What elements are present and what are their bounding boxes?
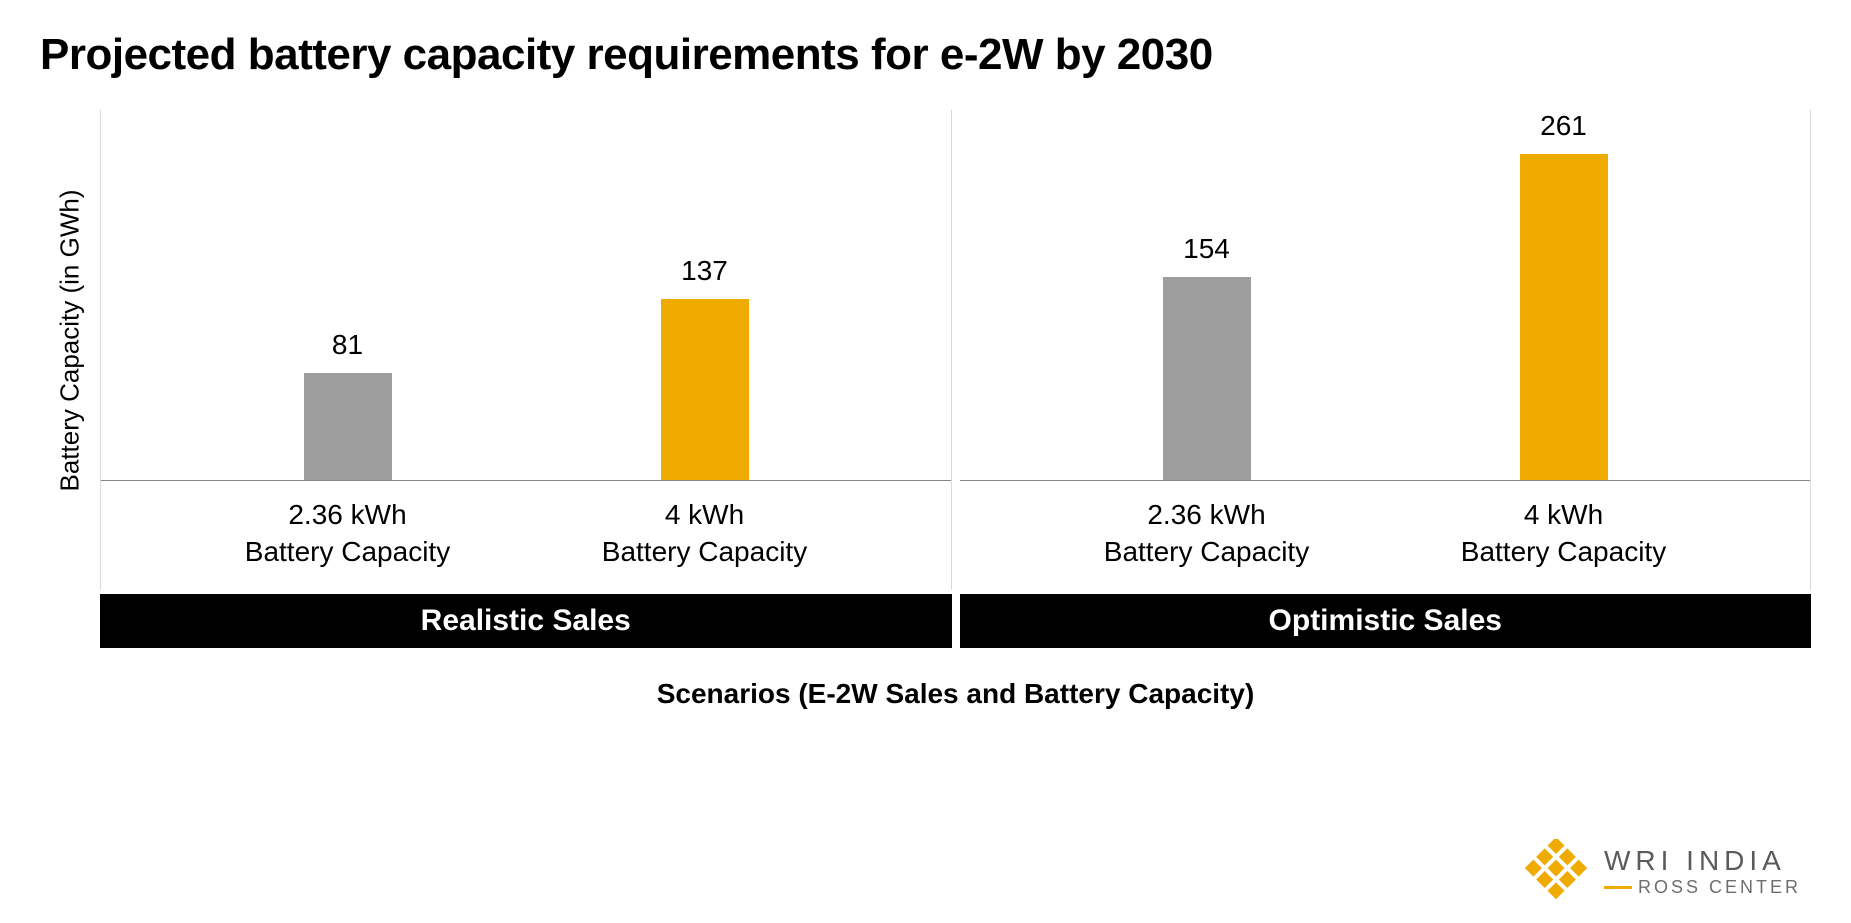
cat-line1: 4 kWh bbox=[665, 499, 744, 530]
group-label-optimistic: Optimistic Sales bbox=[960, 594, 1812, 648]
cat-line2: Battery Capacity bbox=[245, 536, 450, 567]
cat-line1: 4 kWh bbox=[1524, 499, 1603, 530]
logo-main-text: WRI INDIA bbox=[1604, 845, 1786, 877]
cat-line2: Battery Capacity bbox=[602, 536, 807, 567]
cat-line1: 2.36 kWh bbox=[1147, 499, 1265, 530]
bars-area: 154 261 bbox=[960, 110, 1810, 481]
logo-dash-icon bbox=[1604, 886, 1632, 889]
cat-line2: Battery Capacity bbox=[1461, 536, 1666, 567]
bar-value-label: 154 bbox=[1183, 233, 1230, 265]
logo-text: WRI INDIA ROSS CENTER bbox=[1604, 845, 1801, 898]
panel-realistic: 81 137 2.36 kWh Battery Capacity 4 kWh bbox=[100, 110, 952, 590]
cat-line1: 2.36 kWh bbox=[288, 499, 406, 530]
bar-value-label: 81 bbox=[332, 329, 363, 361]
panels-row: 81 137 2.36 kWh Battery Capacity 4 kWh bbox=[100, 110, 1811, 590]
bar-slot: 261 bbox=[1385, 110, 1742, 480]
group-labels-row: Realistic Sales Optimistic Sales bbox=[100, 594, 1811, 648]
chart-container: Battery Capacity (in GWh) 81 137 2.36 bbox=[40, 110, 1811, 710]
bar-slot: 81 bbox=[169, 110, 526, 480]
x-axis-label: Scenarios (E-2W Sales and Battery Capaci… bbox=[100, 678, 1811, 710]
category-label: 4 kWh Battery Capacity bbox=[526, 497, 883, 570]
logo: WRI INDIA ROSS CENTER bbox=[1524, 839, 1801, 903]
bar-value-label: 261 bbox=[1540, 110, 1587, 142]
bar bbox=[661, 299, 749, 480]
logo-icon bbox=[1524, 839, 1588, 903]
category-label: 2.36 kWh Battery Capacity bbox=[1028, 497, 1385, 570]
group-label-realistic: Realistic Sales bbox=[100, 594, 952, 648]
plot-column: 81 137 2.36 kWh Battery Capacity 4 kWh bbox=[100, 110, 1811, 710]
bar-slot: 137 bbox=[526, 110, 883, 480]
y-axis-label: Battery Capacity (in GWh) bbox=[55, 189, 86, 491]
category-labels-row: 2.36 kWh Battery Capacity 4 kWh Battery … bbox=[960, 481, 1810, 590]
bar-slot: 154 bbox=[1028, 110, 1385, 480]
bar-value-label: 137 bbox=[681, 255, 728, 287]
category-labels-row: 2.36 kWh Battery Capacity 4 kWh Battery … bbox=[101, 481, 951, 590]
chart-title: Projected battery capacity requirements … bbox=[40, 30, 1811, 80]
bar bbox=[1163, 277, 1251, 481]
category-label: 2.36 kWh Battery Capacity bbox=[169, 497, 526, 570]
bars-area: 81 137 bbox=[101, 110, 951, 481]
category-label: 4 kWh Battery Capacity bbox=[1385, 497, 1742, 570]
bar bbox=[1520, 154, 1608, 480]
logo-sub-text: ROSS CENTER bbox=[1604, 877, 1801, 898]
cat-line2: Battery Capacity bbox=[1104, 536, 1309, 567]
y-axis-column: Battery Capacity (in GWh) bbox=[40, 110, 100, 710]
panel-optimistic: 154 261 2.36 kWh Battery Capacity 4 kWh bbox=[960, 110, 1811, 590]
logo-sub-label: ROSS CENTER bbox=[1638, 877, 1801, 898]
bar bbox=[304, 373, 392, 480]
